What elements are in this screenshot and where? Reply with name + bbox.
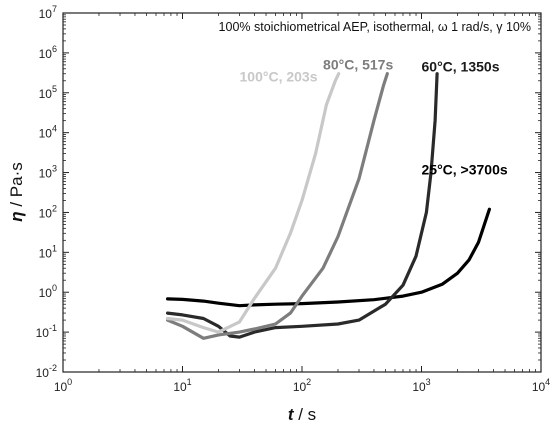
y-tick-label-2: 100 bbox=[39, 283, 57, 300]
y-axis-title: η / Pa·s bbox=[7, 162, 26, 222]
x-tick-label-2: 102 bbox=[293, 377, 311, 394]
series-annotation-2: 60°C, 1350s bbox=[422, 59, 500, 75]
series-line-3 bbox=[166, 72, 341, 334]
series-line-0 bbox=[166, 207, 491, 308]
x-tick-label-0: 100 bbox=[54, 377, 72, 394]
series-layer bbox=[166, 72, 491, 340]
x-tick-label-3: 103 bbox=[412, 377, 430, 394]
series-annotation-3: 25°C, >3700s bbox=[422, 161, 508, 177]
x-axis-unit: / s bbox=[294, 405, 317, 424]
x-tick-label-1: 101 bbox=[173, 377, 191, 394]
y-tick-label-0: 10-2 bbox=[36, 363, 57, 380]
series-annotation-0: 100°C, 203s bbox=[240, 69, 318, 85]
chart-title: 100% stoichiometrical AEP, isothermal, ω… bbox=[219, 20, 531, 34]
x-axis-title: t / s bbox=[288, 405, 316, 424]
y-tick-label-9: 107 bbox=[39, 4, 57, 21]
x-axis-symbol: t bbox=[288, 405, 295, 424]
y-tick-label-3: 101 bbox=[39, 243, 57, 260]
y-tick-label-1: 10-1 bbox=[36, 323, 57, 340]
y-axis-unit: / Pa·s bbox=[7, 162, 26, 211]
y-tick-label-6: 104 bbox=[39, 124, 57, 141]
series-annotation-1: 80°C, 517s bbox=[323, 57, 393, 73]
y-tick-label-5: 103 bbox=[39, 164, 57, 181]
ticks-layer: 100 101 102 103 104 10-2 10-1 100 101 102 103 104 10… bbox=[36, 4, 550, 394]
series-line-1 bbox=[166, 72, 439, 339]
series-line-2 bbox=[166, 72, 389, 340]
annotations-layer: 100°C, 203s 80°C, 517s 60°C, 1350s 25°C, >3… bbox=[240, 57, 508, 178]
y-tick-label-7: 105 bbox=[39, 84, 57, 101]
y-tick-label-4: 102 bbox=[39, 203, 57, 220]
y-axis-symbol: η bbox=[7, 211, 26, 221]
y-tick-label-8: 106 bbox=[39, 44, 57, 61]
x-tick-label-4: 104 bbox=[532, 377, 550, 394]
